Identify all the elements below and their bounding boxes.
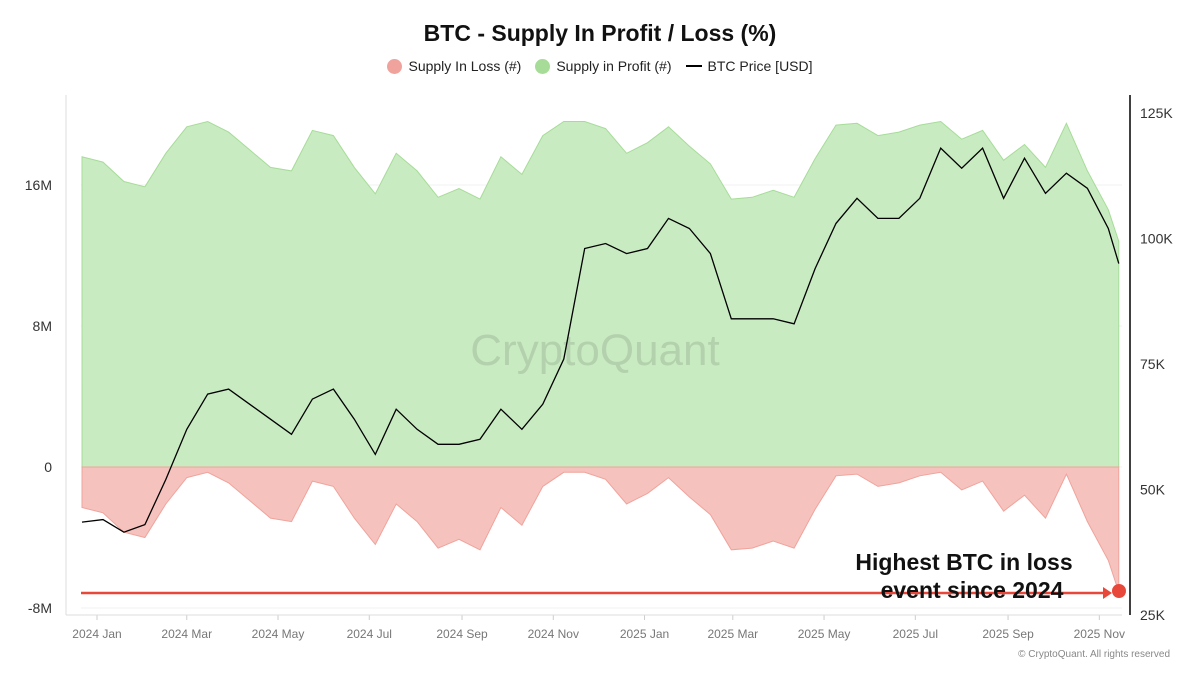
x-tick-label: 2025 Mar xyxy=(707,627,758,641)
y-left-tick-label: 8M xyxy=(33,318,52,334)
y-left-tick-label: 0 xyxy=(44,459,52,475)
legend-item-loss[interactable]: Supply In Loss (#) xyxy=(387,58,521,74)
x-tick-label: 2025 Sep xyxy=(982,627,1034,641)
copyright: © CryptoQuant. All rights reserved xyxy=(1018,649,1170,660)
legend-label: BTC Price [USD] xyxy=(707,58,813,74)
profit-swatch-icon xyxy=(535,58,551,74)
y-right-tick-label: 25K xyxy=(1140,607,1166,623)
profit-area xyxy=(81,120,1120,468)
x-tick-label: 2024 Nov xyxy=(528,627,579,641)
legend-label: Supply In Loss (#) xyxy=(408,58,522,74)
highest-loss-marker xyxy=(1112,584,1126,598)
y-left-tick-label: 16M xyxy=(25,177,52,193)
x-tick-label: 2024 Jan xyxy=(72,627,121,641)
legend-item-price[interactable]: BTC Price [USD] xyxy=(685,58,813,74)
price-line xyxy=(81,146,1120,533)
x-tick-label: 2025 Jul xyxy=(893,627,938,641)
annotation-line-1: Highest BTC in loss xyxy=(855,549,1072,575)
y-right-tick-label: 50K xyxy=(1140,482,1166,498)
legend-item-profit[interactable]: Supply in Profit (#) xyxy=(535,58,672,74)
x-tick-label: 2024 Mar xyxy=(161,627,212,641)
legend-label: Supply in Profit (#) xyxy=(556,58,672,74)
x-tick-label: 2024 May xyxy=(252,627,305,641)
y-left-tick-label: -8M xyxy=(28,600,52,616)
x-tick-label: 2025 Jan xyxy=(620,627,669,641)
y-right-tick-label: 100K xyxy=(1140,231,1173,247)
annotation-line-2: event since 2024 xyxy=(881,577,1064,603)
x-tick-label: 2025 May xyxy=(798,627,851,641)
price-line-icon xyxy=(685,65,702,67)
legend: Supply In Loss (#) Supply in Profit (#) … xyxy=(0,58,1200,74)
arrow-head-icon xyxy=(1103,587,1112,599)
y-right-tick-label: 75K xyxy=(1140,356,1166,372)
loss-swatch-icon xyxy=(387,58,403,74)
watermark: CryptoQuant xyxy=(470,326,719,375)
x-tick-label: 2025 Nov xyxy=(1074,627,1125,641)
chart-title: BTC - Supply In Profit / Loss (%) xyxy=(423,20,777,46)
x-tick-label: 2024 Jul xyxy=(347,627,392,641)
y-right-tick-label: 125K xyxy=(1140,105,1173,121)
x-tick-label: 2024 Sep xyxy=(436,627,488,641)
loss-area xyxy=(81,466,1120,593)
